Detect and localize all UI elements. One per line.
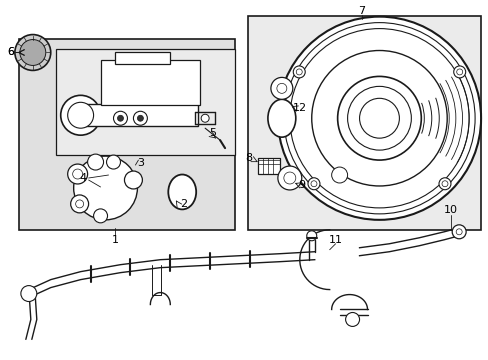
Circle shape [93, 209, 107, 223]
Circle shape [71, 195, 88, 213]
Circle shape [347, 86, 410, 150]
Circle shape [113, 111, 127, 125]
Circle shape [74, 156, 137, 220]
Text: 10: 10 [443, 205, 457, 215]
Circle shape [456, 69, 462, 75]
Circle shape [438, 178, 450, 190]
Circle shape [296, 69, 302, 75]
Circle shape [277, 17, 480, 220]
Circle shape [289, 28, 468, 208]
Circle shape [67, 164, 87, 184]
Bar [115, 53, 170, 64]
Circle shape [311, 50, 447, 186]
Bar [258, 158, 279, 174]
Circle shape [306, 231, 316, 241]
Text: 9: 9 [298, 180, 305, 190]
Circle shape [124, 171, 142, 189]
Circle shape [67, 102, 93, 128]
Circle shape [106, 155, 120, 169]
Circle shape [20, 40, 46, 66]
Text: 7: 7 [357, 6, 365, 15]
Bar [79, 104, 198, 126]
Ellipse shape [267, 99, 295, 137]
Circle shape [331, 167, 347, 183]
Circle shape [21, 285, 37, 302]
Text: 1: 1 [112, 235, 119, 245]
Circle shape [451, 225, 465, 239]
Circle shape [117, 115, 123, 121]
Circle shape [61, 95, 101, 135]
Circle shape [76, 200, 83, 208]
Circle shape [276, 84, 286, 93]
Circle shape [87, 154, 103, 170]
Circle shape [73, 169, 82, 179]
Bar [247, 15, 480, 230]
Circle shape [270, 77, 292, 99]
Ellipse shape [168, 175, 196, 210]
Circle shape [441, 181, 447, 187]
Circle shape [345, 312, 359, 327]
Circle shape [133, 111, 147, 125]
Text: 11: 11 [328, 235, 342, 245]
Text: 5: 5 [209, 128, 216, 138]
Text: 2: 2 [179, 199, 186, 209]
Circle shape [310, 181, 316, 187]
Text: 8: 8 [244, 153, 251, 163]
Text: 6: 6 [7, 48, 14, 58]
Circle shape [337, 76, 421, 160]
Circle shape [453, 66, 465, 78]
Text: 6: 6 [7, 48, 14, 58]
Circle shape [359, 98, 399, 138]
Text: 12: 12 [292, 103, 306, 113]
Circle shape [277, 166, 301, 190]
Circle shape [137, 115, 143, 121]
Circle shape [455, 229, 461, 235]
Polygon shape [101, 60, 200, 105]
Circle shape [201, 114, 209, 122]
Circle shape [283, 172, 295, 184]
Circle shape [307, 178, 319, 190]
Polygon shape [56, 49, 235, 155]
Circle shape [283, 23, 474, 214]
Circle shape [293, 66, 305, 78]
Text: 4: 4 [79, 173, 86, 183]
Polygon shape [19, 39, 235, 230]
Circle shape [15, 35, 51, 71]
Text: 3: 3 [137, 158, 143, 168]
